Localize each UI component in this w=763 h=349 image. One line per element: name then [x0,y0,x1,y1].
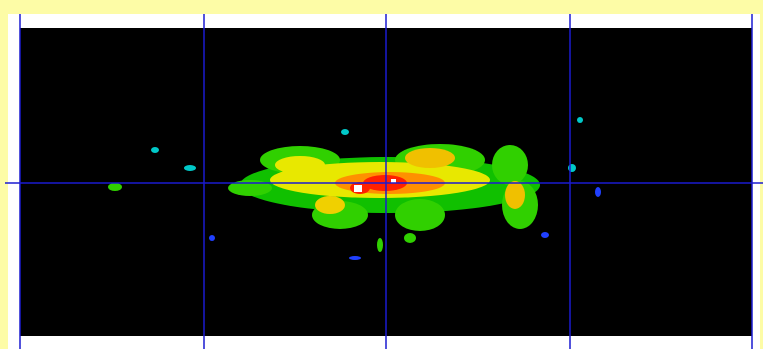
blob [151,147,159,153]
blob [209,235,215,241]
blob [395,199,445,231]
blob [568,164,576,172]
blob [108,183,122,191]
blob [505,181,525,209]
blob [404,233,416,243]
blob [275,156,325,174]
blob [377,238,383,252]
blob [405,148,455,168]
blob [595,187,601,197]
blob [315,196,345,214]
blob [184,165,196,171]
blob [541,232,549,238]
blob [577,117,583,123]
peak [391,179,396,183]
blob [341,129,349,135]
blob [349,256,361,260]
overlay-grid [5,14,763,349]
blob [492,145,528,185]
blob [228,180,272,196]
peak [354,185,362,192]
emission-blobs [108,117,601,260]
